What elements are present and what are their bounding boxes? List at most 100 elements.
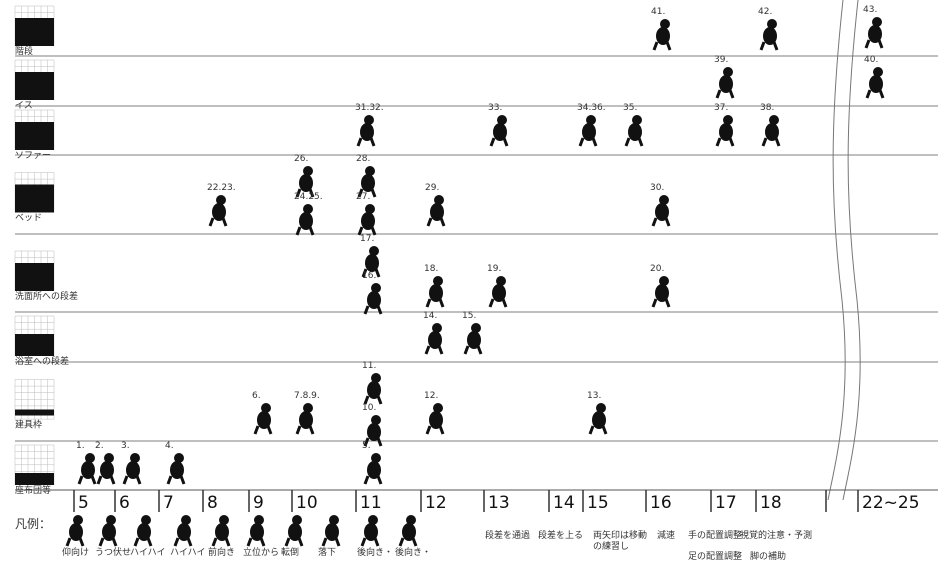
legend-symbol: 段差を通過: [485, 529, 530, 541]
figure: [286, 515, 302, 546]
axis-label: 18: [760, 493, 782, 513]
figure: [400, 515, 416, 546]
entry-label: 7.8.9.: [294, 391, 320, 401]
axis-label: 17: [715, 493, 737, 513]
entry-label: 43.: [863, 5, 877, 15]
entry-label: 11.: [362, 361, 376, 371]
entry-label: 10.: [362, 403, 376, 413]
figure: [427, 276, 443, 307]
figure: [717, 115, 733, 146]
axis-label: 8: [207, 493, 218, 513]
legend-symbol: 足の配置調整: [688, 550, 742, 562]
entry-label: 42.: [758, 7, 772, 17]
row-label: イス: [15, 101, 33, 111]
figure: [67, 515, 83, 546]
axis-label: 6: [119, 493, 130, 513]
figure: [590, 403, 606, 434]
legend-item: うつ伏せ: [95, 546, 131, 558]
entry-label: 18.: [424, 264, 438, 274]
legend-symbol: 視覚的注意・予測: [740, 529, 812, 541]
figure: [867, 67, 883, 98]
figure: [79, 453, 95, 484]
figure: [626, 115, 642, 146]
axis-label: 12: [425, 493, 447, 513]
row-icon: [15, 380, 54, 420]
figure: [580, 115, 596, 146]
entry-label: 20.: [650, 264, 664, 274]
row-label: 階段: [15, 45, 33, 57]
figure: [255, 403, 271, 434]
figure: [135, 515, 151, 546]
icon-shape: [15, 473, 54, 485]
entry-label: 27.: [356, 192, 370, 202]
legend-item: 仰向け: [62, 546, 89, 558]
legend-item: 後向き・: [395, 546, 431, 558]
axis-label: 16: [650, 493, 672, 513]
row-icon: [15, 110, 54, 150]
entry-label: 2.: [95, 441, 104, 451]
entry-label: 17.: [360, 234, 374, 244]
entry-label: 29.: [425, 183, 439, 193]
axis-break: [843, 0, 860, 500]
axis-label: 11: [360, 493, 382, 513]
legend-symbol: 脚の補助: [750, 550, 786, 562]
entry-label: 33.: [488, 103, 502, 113]
icon-shape: [15, 185, 54, 213]
entry-label: 37.: [714, 103, 728, 113]
row-label: 洗面所への段差: [15, 290, 78, 302]
row-label: ソファー: [15, 151, 51, 161]
figure: [365, 373, 381, 404]
legend-item: 前向き: [208, 546, 235, 558]
figure: [866, 17, 882, 48]
entry-label: 30.: [650, 183, 664, 193]
row-label: ベッド: [15, 214, 42, 224]
figure: [358, 115, 374, 146]
entry-label: 39.: [714, 55, 728, 65]
entry-label: 26.: [294, 154, 308, 164]
axis-break: [828, 0, 845, 500]
figure: [717, 67, 733, 98]
figure: [248, 515, 264, 546]
axis-label: 14: [553, 493, 575, 513]
entry-label: 19.: [487, 264, 501, 274]
icon-shape: [15, 18, 54, 46]
figure: [100, 515, 116, 546]
figure: [98, 453, 114, 484]
figure: [175, 515, 191, 546]
row-label: 建具枠: [15, 419, 42, 431]
figure: [491, 115, 507, 146]
legend-symbol: の練習し: [593, 540, 629, 552]
entry-label: 15.: [462, 311, 476, 321]
legend-item: ハイハイ: [170, 548, 205, 558]
entry-label: 6.: [252, 391, 261, 401]
legend-item: 転倒: [281, 546, 299, 558]
legend-title: 凡例：: [15, 517, 51, 531]
figure: [426, 323, 442, 354]
entry-label: 24.25.: [294, 192, 323, 202]
entry-label: 28.: [356, 154, 370, 164]
entry-label: 38.: [760, 103, 774, 113]
icon-shape: [15, 122, 54, 150]
figure: [654, 19, 670, 50]
diagram: 階段イスソファーベッド洗面所への段差浴室への段差建具枠座布団等567891011…: [0, 0, 941, 564]
row-icon: [15, 60, 54, 100]
entry-label: 31.32.: [355, 103, 384, 113]
legend-item: 落下: [318, 546, 336, 558]
figure: [297, 204, 313, 235]
figure: [490, 276, 506, 307]
legend-item: ハイハイ: [130, 548, 165, 558]
entry-label: 5.: [362, 441, 371, 451]
legend-symbol: 減速: [657, 529, 675, 541]
figure: [362, 515, 378, 546]
icon-shape: [15, 72, 54, 100]
figure: [365, 283, 381, 314]
figure: [428, 195, 444, 226]
entry-label: 40.: [864, 55, 878, 65]
figure: [359, 204, 375, 235]
entry-label: 3.: [121, 441, 130, 451]
entry-label: 35.: [623, 103, 637, 113]
row-icon: [15, 251, 54, 291]
figure: [297, 403, 313, 434]
row-icon: [15, 316, 54, 356]
axis-label: 7: [163, 493, 174, 513]
